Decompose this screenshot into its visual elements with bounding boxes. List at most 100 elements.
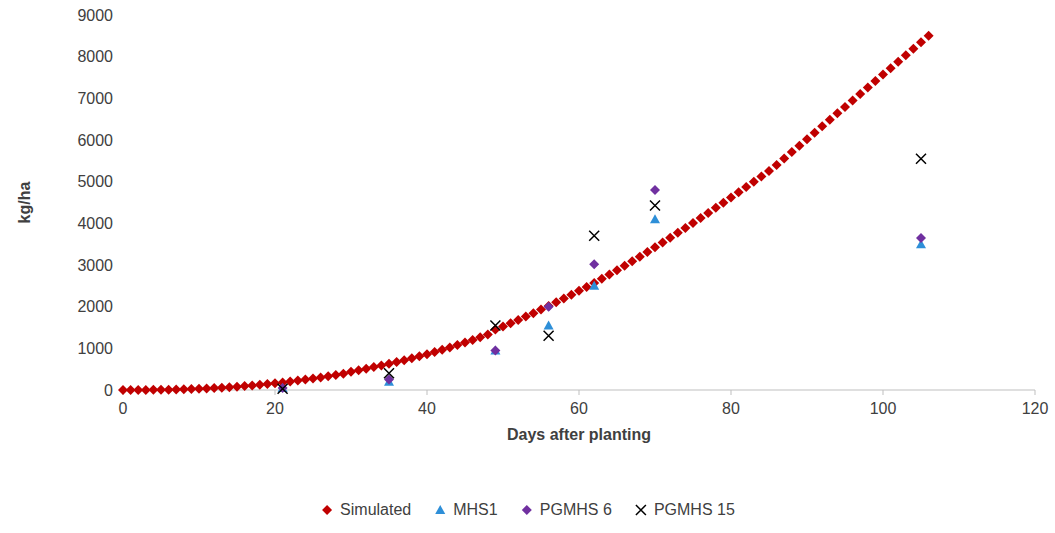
- data-point: [589, 281, 599, 290]
- data-point: [650, 214, 660, 223]
- data-point: [445, 342, 455, 352]
- legend: SimulatedMHS1PGMHS 6PGMHS 15: [322, 501, 735, 518]
- series: [278, 214, 926, 392]
- data-point: [749, 177, 759, 187]
- data-point: [407, 353, 417, 363]
- data-point: [855, 89, 865, 99]
- x-tick-label: 100: [870, 400, 897, 417]
- data-point: [886, 63, 896, 73]
- data-point: [300, 375, 310, 385]
- y-tick: [119, 98, 123, 99]
- data-point: [726, 193, 736, 203]
- x-tick: [275, 390, 276, 395]
- y-axis-title: kg/ha: [16, 182, 33, 224]
- data-point: [893, 57, 903, 67]
- data-point: [490, 320, 500, 330]
- x-axis-title: Days after planting: [507, 426, 651, 443]
- y-tick-label: 2000: [77, 298, 113, 315]
- data-point: [430, 347, 440, 357]
- data-point: [422, 349, 432, 359]
- series: [278, 185, 926, 393]
- data-point: [718, 198, 728, 208]
- data-point: [650, 185, 660, 195]
- data-point: [802, 134, 812, 144]
- data-point: [589, 231, 599, 241]
- data-point: [392, 357, 402, 367]
- data-point: [346, 367, 356, 377]
- data-point: [452, 340, 462, 350]
- data-point: [810, 128, 820, 138]
- data-point: [688, 218, 698, 228]
- data-point: [650, 242, 660, 252]
- data-point: [840, 102, 850, 112]
- data-point: [278, 384, 288, 394]
- data-point: [293, 376, 303, 386]
- data-point: [764, 166, 774, 176]
- data-point: [414, 351, 424, 361]
- data-point: [308, 373, 318, 383]
- y-tick-label: 3000: [77, 257, 113, 274]
- y-tick-label: 7000: [77, 90, 113, 107]
- data-point: [460, 338, 470, 348]
- data-point: [696, 213, 706, 223]
- data-point: [794, 141, 804, 151]
- data-point: [817, 121, 827, 131]
- data-point: [878, 70, 888, 80]
- data-point: [779, 154, 789, 164]
- data-point: [361, 364, 371, 374]
- data-point: [589, 259, 599, 269]
- data-point: [544, 331, 554, 341]
- x-tick-label: 120: [1022, 400, 1049, 417]
- legend-marker: [322, 505, 332, 515]
- legend-marker: [522, 505, 532, 515]
- series: [278, 154, 926, 394]
- plot-area: [118, 31, 934, 395]
- series: [118, 31, 934, 395]
- legend-marker: [636, 505, 646, 515]
- y-tick-label: 8000: [77, 48, 113, 65]
- y-tick: [119, 140, 123, 141]
- data-point: [901, 50, 911, 60]
- data-point: [544, 302, 554, 312]
- data-point: [384, 359, 394, 369]
- data-point: [741, 182, 751, 192]
- x-tick-label: 20: [266, 400, 284, 417]
- data-point: [331, 370, 341, 380]
- data-point: [863, 83, 873, 93]
- data-point: [627, 256, 637, 266]
- data-point: [825, 115, 835, 125]
- data-point: [908, 44, 918, 54]
- data-point: [756, 171, 766, 181]
- y-tick-label: 5000: [77, 173, 113, 190]
- x-tick: [427, 390, 428, 395]
- data-point: [665, 233, 675, 243]
- data-point: [787, 147, 797, 157]
- y-tick-label: 6000: [77, 132, 113, 149]
- x-tick-label: 40: [418, 400, 436, 417]
- x-tick: [1035, 390, 1036, 395]
- data-point: [916, 154, 926, 164]
- y-tick: [119, 348, 123, 349]
- y-tick: [119, 265, 123, 266]
- y-tick-label: 0: [104, 382, 113, 399]
- data-point: [384, 368, 394, 378]
- data-point: [711, 203, 721, 213]
- legend-label: MHS1: [453, 501, 498, 518]
- data-point: [369, 362, 379, 372]
- data-point: [544, 320, 554, 329]
- data-point: [278, 383, 288, 393]
- y-tick: [119, 15, 123, 16]
- data-point: [924, 31, 934, 41]
- data-point: [483, 330, 493, 340]
- legend-label: PGMHS 6: [540, 501, 612, 518]
- data-point: [703, 208, 713, 218]
- axes: 0204060801001200100020003000400050006000…: [77, 7, 1048, 418]
- data-point: [323, 371, 333, 381]
- y-tick-label: 1000: [77, 340, 113, 357]
- data-point: [832, 108, 842, 118]
- y-tick: [119, 181, 123, 182]
- legend-label: Simulated: [340, 501, 411, 518]
- x-tick: [883, 390, 884, 395]
- data-point: [916, 37, 926, 47]
- x-tick: [579, 390, 580, 395]
